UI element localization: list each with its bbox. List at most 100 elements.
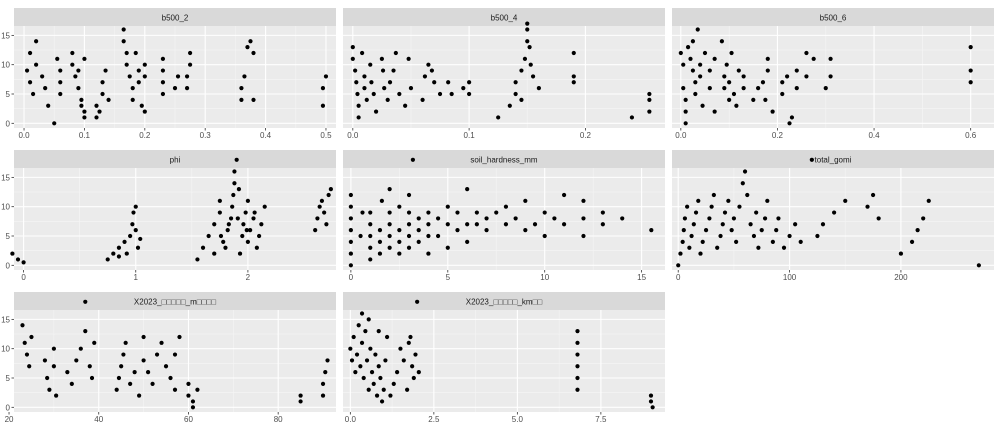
data-point xyxy=(445,245,450,250)
x-tick-label: 15 xyxy=(637,273,646,282)
data-point xyxy=(97,109,102,114)
data-point xyxy=(581,216,586,221)
data-point xyxy=(770,109,775,114)
data-point xyxy=(689,233,694,239)
data-point xyxy=(751,97,756,102)
data-point xyxy=(926,198,931,203)
data-point xyxy=(707,86,712,91)
data-point xyxy=(89,375,95,381)
data-point xyxy=(503,222,509,227)
facet-strip xyxy=(672,150,994,168)
data-point xyxy=(379,198,384,203)
data-point xyxy=(536,86,541,91)
data-point xyxy=(76,68,81,73)
data-point xyxy=(363,329,368,334)
data-point xyxy=(561,222,567,227)
facet-strip xyxy=(14,292,336,310)
data-point xyxy=(354,352,360,357)
facet-strip xyxy=(14,150,336,168)
data-point xyxy=(133,204,138,209)
data-point xyxy=(368,233,373,239)
data-point xyxy=(237,251,243,256)
data-point xyxy=(358,233,363,239)
data-point xyxy=(244,228,249,233)
data-point xyxy=(364,97,369,102)
data-point xyxy=(513,216,518,221)
data-point xyxy=(405,387,410,392)
data-point xyxy=(787,233,792,239)
data-point xyxy=(353,68,358,73)
data-point xyxy=(130,97,135,102)
data-point xyxy=(186,393,191,398)
data-point xyxy=(65,370,70,375)
data-point xyxy=(82,115,87,120)
facet-strip xyxy=(343,292,665,310)
data-point xyxy=(298,393,303,398)
data-point xyxy=(206,233,211,239)
data-point xyxy=(387,210,392,215)
data-point xyxy=(715,245,720,250)
data-point xyxy=(455,228,460,233)
data-point xyxy=(24,68,30,73)
data-point xyxy=(496,115,501,120)
data-point xyxy=(228,216,234,221)
data-point xyxy=(114,387,119,392)
data-point xyxy=(358,364,363,369)
data-point xyxy=(629,115,635,120)
data-point xyxy=(415,299,420,304)
data-point xyxy=(731,91,737,97)
data-point xyxy=(724,62,729,67)
data-point xyxy=(429,68,434,73)
data-point xyxy=(426,62,431,67)
data-point xyxy=(740,181,745,186)
data-point xyxy=(525,21,530,26)
data-point xyxy=(172,387,178,392)
data-point xyxy=(320,103,326,108)
data-point xyxy=(348,216,353,221)
data-point xyxy=(503,204,509,209)
data-point xyxy=(139,103,144,108)
data-point xyxy=(828,56,833,61)
data-point xyxy=(235,216,240,221)
data-point xyxy=(820,222,826,227)
data-point xyxy=(693,80,698,85)
data-point xyxy=(678,50,683,56)
data-point xyxy=(695,27,700,32)
facet-panel: total_gomi 0 100 200 xyxy=(672,150,994,282)
data-point xyxy=(406,192,412,198)
data-point xyxy=(870,192,876,198)
data-point xyxy=(575,352,580,357)
data-point xyxy=(397,91,402,97)
data-point xyxy=(313,228,318,233)
data-point xyxy=(711,192,716,198)
data-point xyxy=(51,346,56,351)
data-point xyxy=(137,393,142,398)
data-point xyxy=(898,251,904,256)
data-point xyxy=(760,80,766,85)
data-point xyxy=(123,340,128,345)
data-point xyxy=(915,228,920,233)
data-point xyxy=(368,257,373,262)
data-point xyxy=(73,74,78,79)
data-point xyxy=(729,228,734,233)
data-point xyxy=(368,210,373,215)
data-point xyxy=(789,115,795,120)
data-point xyxy=(513,80,518,85)
data-point xyxy=(681,62,686,67)
panel-background xyxy=(343,310,665,412)
data-point xyxy=(474,222,479,227)
facet-strip xyxy=(343,8,665,26)
data-point xyxy=(45,375,50,381)
data-point xyxy=(413,352,418,357)
data-point xyxy=(763,97,768,102)
data-point xyxy=(248,228,253,233)
data-point xyxy=(410,157,416,162)
data-point xyxy=(348,192,353,198)
data-point xyxy=(765,68,770,73)
data-point xyxy=(348,239,353,244)
facet-title: total_gomi xyxy=(815,156,852,165)
data-point xyxy=(523,228,528,233)
data-point xyxy=(58,80,63,85)
data-point xyxy=(525,27,530,32)
